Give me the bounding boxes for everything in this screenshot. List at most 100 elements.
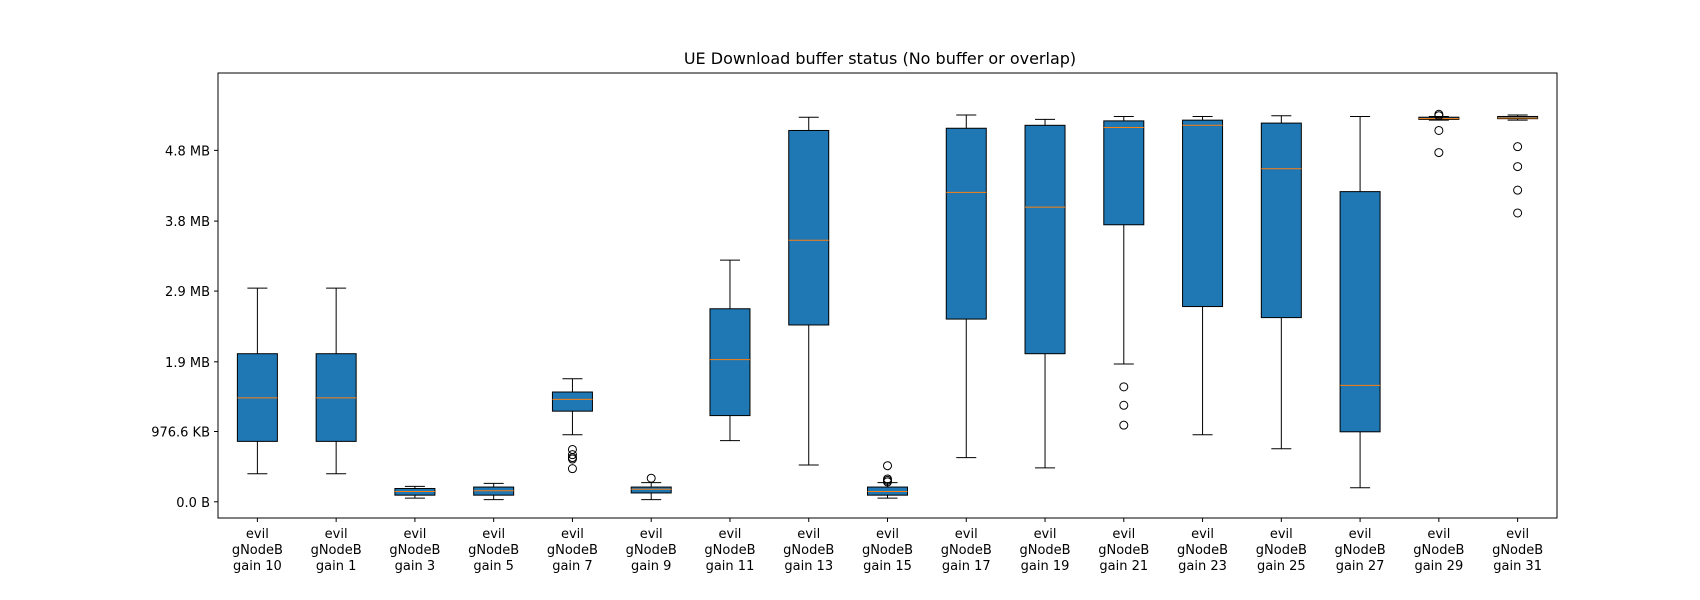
x-tick-label-line: gNodeB: [547, 543, 598, 558]
y-tick-label: 976.6 KB: [151, 426, 210, 441]
box: [1339, 191, 1381, 433]
x-tick-label-line: evil: [1427, 527, 1450, 542]
x-tick-label-line: gNodeB: [468, 543, 519, 558]
x-tick-label-line: gain 5: [473, 559, 513, 574]
box-group-1: [236, 287, 278, 475]
outlier-point: [567, 464, 577, 474]
x-tick-label-line: gain 9: [631, 559, 671, 574]
x-tick-label: evil gNodeB gain 5: [468, 527, 519, 574]
x-tick-label-line: evil: [325, 527, 348, 542]
box-group-8: [788, 116, 830, 466]
x-tick-label-line: evil: [876, 527, 899, 542]
box: [1260, 122, 1302, 319]
x-tick-label-line: gain 13: [784, 559, 833, 574]
chart-title: UE Download buffer status (No buffer or …: [684, 49, 1076, 68]
x-tick-label-line: gNodeB: [389, 543, 440, 558]
x-tick-label: evil gNodeB gain 3: [389, 527, 440, 574]
axes: 0.0 B 976.6 KB 1.9 MB 2.9 MB 3.8 MB 4.8 MB evi…: [151, 72, 1558, 574]
box: [945, 127, 987, 320]
outlier-point: [1513, 208, 1523, 218]
x-tick-label-line: gNodeB: [862, 543, 913, 558]
x-tick-label-line: evil: [640, 527, 663, 542]
x-tick-label-line: gNodeB: [1413, 543, 1464, 558]
x-tick-label-line: evil: [1349, 527, 1372, 542]
box-group-5: [551, 378, 593, 474]
y-tick-label: 4.8 MB: [165, 144, 210, 159]
x-tick-label-line: gain 27: [1336, 559, 1385, 574]
box: [1182, 119, 1224, 308]
x-tick-label: evil gNodeB gain 27: [1335, 527, 1386, 574]
x-tick-label: evil gNodeB gain 7: [547, 527, 598, 574]
x-tick-label-line: gNodeB: [1098, 543, 1149, 558]
x-tick-label: evil gNodeB gain 19: [1019, 527, 1070, 574]
x-tick-label-line: gain 29: [1414, 559, 1463, 574]
x-tick-label-line: evil: [1270, 527, 1293, 542]
x-tick-label-line: evil: [246, 527, 269, 542]
x-tick-label-line: evil: [1506, 527, 1529, 542]
x-tick-label-line: gain 17: [942, 559, 991, 574]
x-tick-label-line: gNodeB: [1177, 543, 1228, 558]
outlier-point: [1119, 400, 1129, 410]
x-tick-label-line: gNodeB: [941, 543, 992, 558]
x-tick-label-line: gNodeB: [783, 543, 834, 558]
x-tick-label-line: gain 31: [1493, 559, 1542, 574]
x-tick-label: evil gNodeB gain 15: [862, 527, 913, 574]
x-tick-label: evil gNodeB gain 9: [626, 527, 677, 574]
x-tick-label-line: evil: [719, 527, 742, 542]
box: [709, 308, 751, 417]
box-group-10: [945, 114, 987, 459]
x-tick-label: evil gNodeB gain 23: [1177, 527, 1228, 574]
box: [551, 391, 593, 412]
x-tick-label-line: gain 11: [706, 559, 755, 574]
x-tick-label-line: evil: [797, 527, 820, 542]
box-group-7: [709, 259, 751, 442]
x-tick-label-line: gain 7: [552, 559, 592, 574]
box-group-4: [473, 482, 515, 501]
y-tick-label: 0.0 B: [176, 496, 210, 511]
x-tick-label: evil gNodeB gain 29: [1413, 527, 1464, 574]
x-tick-label: evil gNodeB gain 17: [941, 527, 992, 574]
outlier-point: [883, 461, 892, 471]
x-tick-label: evil gNodeB gain 31: [1492, 527, 1543, 574]
box-group-15: [1339, 115, 1381, 489]
x-tick-label-line: evil: [1191, 527, 1214, 542]
x-tick-label-line: gain 15: [863, 559, 912, 574]
box-group-9: [867, 461, 908, 499]
x-tick-label-line: gNodeB: [1256, 543, 1307, 558]
outlier-point: [883, 477, 892, 487]
outlier-point: [567, 454, 577, 464]
outlier-point: [1119, 382, 1129, 392]
x-tick-label-line: gain 21: [1099, 559, 1148, 574]
outlier-point: [1434, 125, 1444, 135]
x-tick-label-line: gNodeB: [1492, 543, 1543, 558]
x-tick-label-line: evil: [955, 527, 978, 542]
x-tick-label-line: evil: [561, 527, 584, 542]
box-group-14: [1260, 115, 1302, 450]
x-tick-label-line: gain 23: [1178, 559, 1227, 574]
box: [1103, 120, 1145, 226]
box: [630, 486, 672, 494]
plot-area: [236, 109, 1539, 501]
box-group-17: [1497, 114, 1539, 218]
x-tick-label-line: gain 3: [395, 559, 435, 574]
x-tick-label: evil gNodeB gain 21: [1098, 527, 1149, 574]
outlier-point: [1119, 420, 1129, 430]
box: [1024, 124, 1066, 355]
x-tick-label-line: gain 19: [1021, 559, 1070, 574]
x-tick-label: evil gNodeB gain 25: [1256, 527, 1307, 574]
x-tick-label-line: evil: [482, 527, 505, 542]
y-tick-label: 3.8 MB: [165, 215, 210, 230]
x-tick-label-line: gain 10: [233, 559, 282, 574]
box-group-2: [315, 287, 357, 475]
x-tick-label-line: evil: [403, 527, 426, 542]
x-tick-label-line: gNodeB: [1335, 543, 1386, 558]
outlier-point: [1434, 148, 1444, 158]
x-tick-label-line: gain 1: [316, 559, 356, 574]
box: [788, 129, 830, 326]
outlier-point: [1513, 142, 1523, 152]
outlier-point: [1513, 162, 1523, 172]
box-group-11: [1024, 118, 1066, 469]
x-tick-label-line: evil: [1112, 527, 1135, 542]
x-tick-label-line: gNodeB: [1019, 543, 1070, 558]
y-tick-label: 1.9 MB: [165, 356, 210, 371]
